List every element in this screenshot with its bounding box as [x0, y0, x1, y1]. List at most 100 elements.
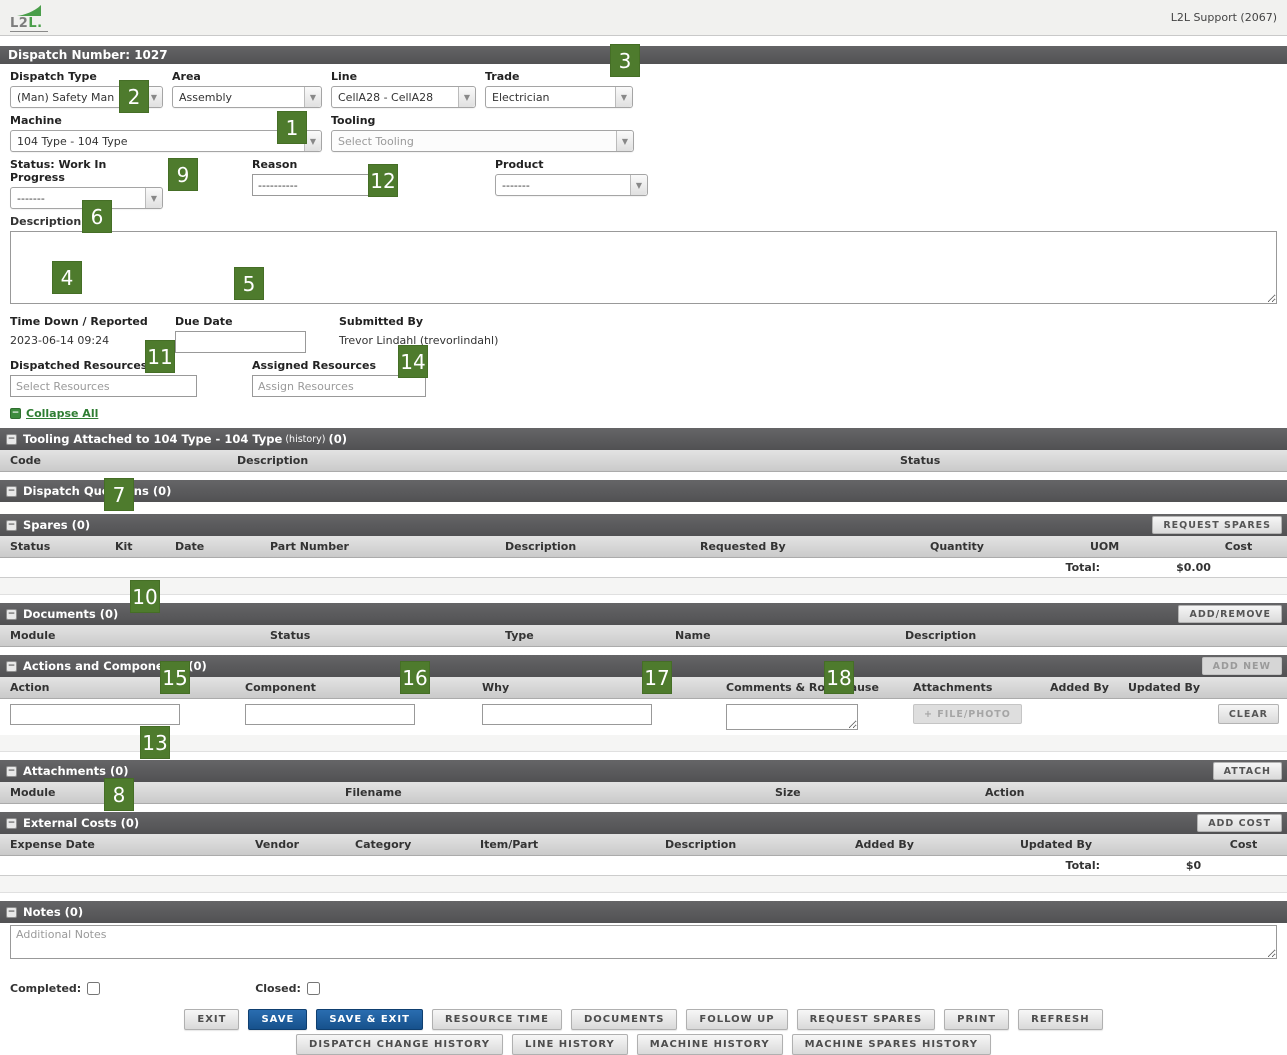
save-exit-button[interactable]: SAVE & EXIT: [316, 1009, 423, 1030]
documents-button[interactable]: DOCUMENTS: [570, 1009, 678, 1030]
line-history-button[interactable]: LINE HISTORY: [511, 1034, 628, 1055]
footer-buttons-row2: DISPATCH CHANGE HISTORY LINE HISTORY MAC…: [0, 1034, 1287, 1055]
product-select[interactable]: ------- ▼: [495, 174, 648, 196]
spares-title: Spares (0): [23, 518, 91, 532]
spares-total-label: Total:: [1065, 561, 1100, 574]
col-type: Type: [505, 629, 534, 642]
collapse-section-icon[interactable]: −: [6, 660, 17, 672]
machine-label: Machine: [10, 114, 62, 127]
request-spares-button[interactable]: REQUEST SPARES: [1152, 516, 1282, 534]
follow-up-button[interactable]: FOLLOW UP: [686, 1009, 788, 1030]
area-select[interactable]: Assembly ▼: [172, 86, 322, 108]
dispatched-resources-label: Dispatched Resources: [10, 359, 148, 372]
closed-checkbox[interactable]: [306, 982, 320, 995]
trade-select[interactable]: Electrician ▼: [485, 86, 633, 108]
col-comments-root-cause: Comments & Root Cause: [726, 681, 879, 694]
due-date-input[interactable]: [175, 331, 306, 353]
external-costs-empty-row: [0, 876, 1287, 893]
annotation-badge-5: 5: [234, 267, 264, 300]
annotation-badge-12: 12: [368, 164, 398, 197]
col-attachments: Attachments: [913, 681, 993, 694]
add-cost-button[interactable]: ADD COST: [1197, 814, 1282, 832]
annotation-badge-1: 1: [277, 111, 307, 144]
collapse-section-icon[interactable]: −: [6, 906, 17, 918]
description-textarea[interactable]: [10, 231, 1277, 304]
completion-row: Completed: Closed:: [10, 982, 1287, 995]
machine-spares-history-button[interactable]: MACHINE SPARES HISTORY: [791, 1034, 991, 1055]
col-filename: Filename: [345, 786, 402, 799]
collapse-section-icon[interactable]: −: [6, 765, 17, 777]
completed-checkbox[interactable]: [87, 982, 101, 995]
status-select[interactable]: ------- ▼: [10, 187, 163, 209]
section-spares: − Spares (0) REQUEST SPARES Status Kit D…: [0, 514, 1287, 595]
action-input[interactable]: [10, 704, 180, 725]
col-added-by: Added By: [1050, 681, 1109, 694]
annotation-badge-17: 17: [642, 661, 672, 694]
collapse-section-icon[interactable]: −: [6, 817, 17, 829]
chevron-down-icon[interactable]: ▼: [615, 87, 632, 107]
file-photo-button[interactable]: + FILE/PHOTO: [913, 704, 1022, 724]
col-expense-date: Expense Date: [10, 838, 95, 851]
machine-history-button[interactable]: MACHINE HISTORY: [636, 1034, 783, 1055]
comments-root-cause-textarea[interactable]: [726, 704, 858, 730]
collapse-section-icon[interactable]: −: [6, 608, 17, 620]
section-notes: − Notes (0): [0, 901, 1287, 962]
collapse-section-icon[interactable]: −: [6, 485, 17, 497]
resource-time-button[interactable]: RESOURCE TIME: [431, 1009, 562, 1030]
submitted-by-value: Trevor Lindahl (trevorlindahl): [339, 334, 499, 347]
save-button[interactable]: SAVE: [248, 1009, 308, 1030]
line-label: Line: [331, 70, 358, 83]
documents-title: Documents (0): [23, 607, 119, 621]
section-external-costs: − External Costs (0) ADD COST Expense Da…: [0, 812, 1287, 893]
dispatch-number-bar: Dispatch Number: 1027: [0, 46, 1287, 64]
collapse-section-icon[interactable]: −: [6, 433, 17, 445]
dispatch-change-history-button[interactable]: DISPATCH CHANGE HISTORY: [296, 1034, 503, 1055]
attach-button[interactable]: ATTACH: [1212, 762, 1282, 780]
collapse-all-icon[interactable]: −: [10, 408, 21, 419]
collapse-section-icon[interactable]: −: [6, 519, 17, 531]
support-link[interactable]: L2L Support (2067): [1170, 11, 1277, 24]
why-input[interactable]: [482, 704, 652, 725]
external-costs-total-label: Total:: [1065, 859, 1100, 872]
line-select[interactable]: CellA28 - CellA28 ▼: [331, 86, 476, 108]
completed-group: Completed:: [10, 982, 101, 995]
exit-button[interactable]: EXIT: [184, 1009, 240, 1030]
clear-button[interactable]: CLEAR: [1217, 704, 1279, 724]
print-button[interactable]: PRINT: [944, 1009, 1010, 1030]
chevron-down-icon[interactable]: ▼: [616, 131, 633, 151]
spares-total-value: $0.00: [1176, 561, 1211, 574]
col-description: Description: [905, 629, 977, 642]
col-requested-by: Requested By: [700, 540, 786, 553]
dispatched-resources-input[interactable]: [10, 375, 197, 397]
area-label: Area: [172, 70, 201, 83]
assigned-resources-input[interactable]: [252, 375, 426, 397]
tooling-history-link[interactable]: (history): [285, 433, 326, 445]
component-input[interactable]: [245, 704, 415, 725]
dispatch-type-label: Dispatch Type: [10, 70, 97, 83]
reason-label: Reason: [252, 158, 298, 171]
chevron-down-icon[interactable]: ▼: [458, 87, 475, 107]
reason-input[interactable]: [252, 174, 379, 196]
col-status: Status: [270, 629, 311, 642]
col-description: Description: [665, 838, 737, 851]
col-description: Description: [237, 454, 309, 467]
section-tooling: − Tooling Attached to 104 Type - 104 Typ…: [0, 428, 1287, 472]
request-spares-footer-button[interactable]: REQUEST SPARES: [796, 1009, 936, 1030]
refresh-button[interactable]: REFRESH: [1018, 1009, 1103, 1030]
col-name: Name: [675, 629, 711, 642]
tooling-select[interactable]: Select Tooling ▼: [331, 130, 634, 152]
chevron-down-icon[interactable]: ▼: [145, 188, 162, 208]
completed-label: Completed:: [10, 982, 82, 995]
collapse-all-link[interactable]: Collapse All: [26, 407, 99, 420]
add-remove-button[interactable]: ADD/REMOVE: [1178, 605, 1282, 623]
notes-textarea[interactable]: [10, 925, 1277, 959]
add-new-button[interactable]: ADD NEW: [1201, 657, 1282, 675]
col-component: Component: [245, 681, 316, 694]
chevron-down-icon[interactable]: ▼: [304, 87, 321, 107]
external-costs-title: External Costs (0): [23, 816, 140, 830]
machine-select[interactable]: 104 Type - 104 Type ▼: [10, 130, 322, 152]
annotation-badge-11: 11: [145, 340, 175, 373]
col-status: Status: [10, 540, 51, 553]
chevron-down-icon[interactable]: ▼: [630, 175, 647, 195]
l2l-logo: L2L.: [10, 4, 48, 32]
